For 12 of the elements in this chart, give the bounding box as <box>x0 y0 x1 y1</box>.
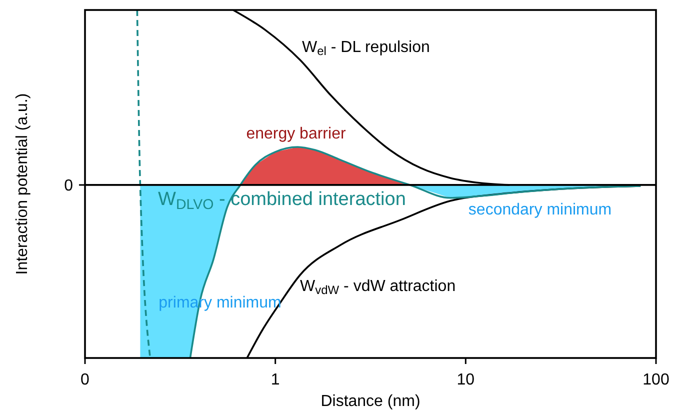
annotation: secondary minimum <box>468 202 612 219</box>
x-tick-label: 100 <box>642 372 670 389</box>
x-tick-label: 0 <box>80 372 90 389</box>
y-axis-title: Interaction potential (a.u.) <box>14 93 31 275</box>
x-axis-title: Distance (nm) <box>320 393 420 410</box>
ref-line-label: 0 <box>64 178 74 195</box>
series-label: W$_{DLVO}$ - combined interaction <box>158 189 406 212</box>
x-tick-label: 10 <box>456 372 475 389</box>
series-label: W$_{vdW}$ - vdW attraction <box>300 278 456 297</box>
x-tick-label: 1 <box>270 372 280 389</box>
annotation: energy barrier <box>246 126 346 143</box>
series-label: W$_{el}$ - DL repulsion <box>302 39 430 58</box>
